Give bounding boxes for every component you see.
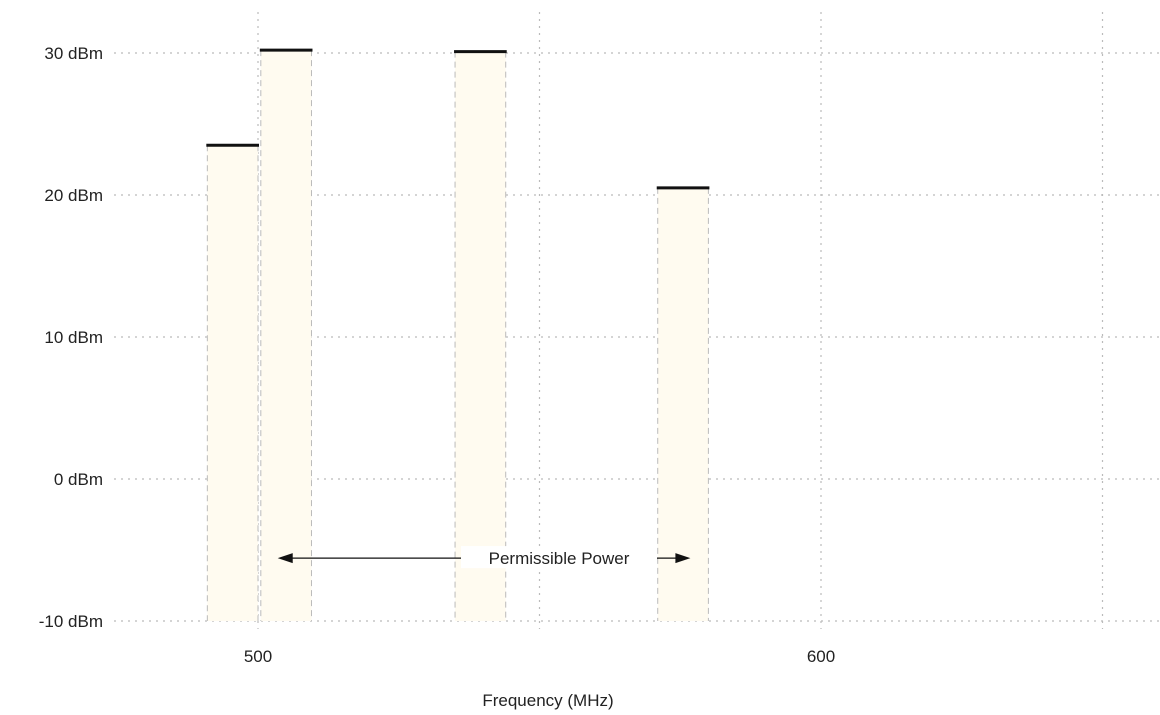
y-tick-label: 20 dBm: [44, 186, 103, 205]
y-tick-label: 10 dBm: [44, 328, 103, 347]
tick-labels: 30 dBm 20 dBm 10 dBm 0 dBm -10 dBm 500 600: [39, 44, 835, 666]
annotation-background: [461, 546, 657, 569]
x-axis-title: Frequency (MHz): [482, 691, 613, 710]
y-tick-label: 30 dBm: [44, 44, 103, 63]
x-tick-label: 500: [244, 647, 272, 666]
annotation-label: Permissible Power: [489, 549, 630, 568]
annotation: Permissible Power: [277, 546, 691, 569]
bar: [260, 50, 312, 622]
bar: [657, 187, 709, 621]
y-tick-label: 0 dBm: [54, 470, 103, 489]
annotation-arrowhead-left: [277, 553, 293, 564]
annotation-arrowhead-right: [675, 553, 691, 564]
x-tick-label: 600: [807, 647, 835, 666]
y-tick-label: -10 dBm: [39, 612, 103, 631]
bars: [206, 48, 710, 622]
bar: [455, 51, 506, 621]
bar: [207, 145, 258, 622]
